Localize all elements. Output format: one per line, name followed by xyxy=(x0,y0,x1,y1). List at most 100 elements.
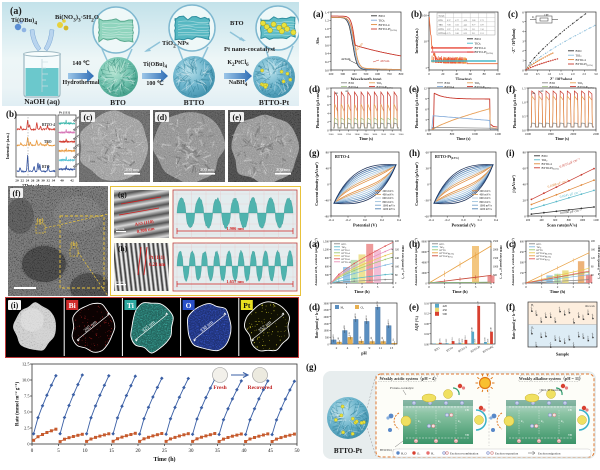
svg-text:3: 3 xyxy=(425,118,427,122)
svg-text:300: 300 xyxy=(332,334,335,338)
svg-text:Time (h): Time (h) xyxy=(550,289,566,294)
svg-text:sample: sample xyxy=(583,333,585,339)
svg-text:1.906 nm: 1.906 nm xyxy=(226,226,244,231)
svg-text:k2: k2 xyxy=(541,419,545,424)
svg-text:7.41: 7.41 xyxy=(480,29,484,31)
svg-text:j (μA/cm²): j (μA/cm²) xyxy=(511,175,516,194)
svg-text:2.71: 2.71 xyxy=(480,20,484,22)
svg-text:450: 450 xyxy=(443,308,448,312)
svg-text:4: 4 xyxy=(327,112,329,116)
svg-text:-80: -80 xyxy=(325,214,330,218)
svg-text:1200: 1200 xyxy=(593,219,599,222)
svg-text:1.5: 1.5 xyxy=(559,72,563,76)
svg-text:600: 600 xyxy=(427,132,432,136)
svg-text:9: 9 xyxy=(425,97,427,101)
svg-text:0.8: 0.8 xyxy=(325,35,329,39)
svg-text:BTTO-Pt(0.5%): BTTO-Pt(0.5%) xyxy=(440,252,455,256)
svg-text:800 mV/s: 800 mV/s xyxy=(383,201,394,204)
svg-text:BTTO-Pt(0.5%): BTTO-Pt(0.5%) xyxy=(475,86,491,90)
svg-text:Scan rate(mV/s): Scan rate(mV/s) xyxy=(547,223,578,228)
svg-text:-40: -40 xyxy=(325,198,330,202)
svg-text:TiO2: TiO2 xyxy=(475,41,482,46)
svg-text:2000: 2000 xyxy=(422,272,428,275)
svg-text:433nm: 433nm xyxy=(355,42,364,52)
svg-text:0: 0 xyxy=(27,442,29,447)
svg-text:0.0: 0.0 xyxy=(522,128,526,132)
svg-text:−: − xyxy=(516,401,518,405)
svg-text:H₂: H₂ xyxy=(531,303,534,307)
svg-text:-0.2: -0.2 xyxy=(445,218,451,222)
svg-text:35: 35 xyxy=(215,449,221,454)
svg-text:Rs: Rs xyxy=(532,16,535,20)
svg-text:BTO: BTO xyxy=(537,243,542,246)
svg-text:k3: k3 xyxy=(458,419,462,424)
svg-text:Abs: Abs xyxy=(315,37,320,44)
svg-text:1,200: 1,200 xyxy=(323,249,330,252)
svg-text:2.5: 2.5 xyxy=(24,426,29,431)
svg-text:(i): (i) xyxy=(506,148,515,158)
svg-text:Exciton migration: Exciton migration xyxy=(538,452,561,456)
svg-text:0: 0 xyxy=(328,282,330,285)
svg-text:BTTO-Pt: BTTO-Pt xyxy=(334,447,363,455)
svg-text:0: 0 xyxy=(525,285,527,289)
svg-text:sample: sample xyxy=(531,306,533,312)
svg-text:sample: sample xyxy=(550,342,552,348)
svg-text:3: 3 xyxy=(475,285,477,289)
svg-text:Exciton separation: Exciton separation xyxy=(495,452,519,456)
svg-text:TiO2: TiO2 xyxy=(537,246,542,250)
svg-text:−: − xyxy=(564,401,566,405)
svg-text:Sample: Sample xyxy=(556,352,569,357)
svg-text:10: 10 xyxy=(326,86,330,90)
svg-text:6: 6 xyxy=(522,10,524,14)
svg-text:160: 160 xyxy=(395,265,400,268)
svg-text:60: 60 xyxy=(426,150,430,154)
svg-text:0.4: 0.4 xyxy=(494,218,499,222)
svg-text:3: 3 xyxy=(377,285,379,289)
svg-text:O₂: O₂ xyxy=(417,452,420,456)
svg-text:Wavelength (nm): Wavelength (nm) xyxy=(351,77,382,82)
svg-text:Recovered: Recovered xyxy=(248,385,273,391)
svg-text:Time (h): Time (h) xyxy=(354,289,370,294)
svg-text:12.5: 12.5 xyxy=(22,362,30,367)
svg-text:(e): (e) xyxy=(233,113,242,122)
svg-text:0.0: 0.0 xyxy=(325,68,329,72)
svg-text:3200: 3200 xyxy=(390,133,396,136)
svg-text:200 mV/s: 200 mV/s xyxy=(383,190,394,193)
svg-text:Pt: Pt xyxy=(243,301,251,310)
svg-text:TiO2: TiO2 xyxy=(377,82,382,86)
svg-text:BTTO-Pt(0.5%): BTTO-Pt(0.5%) xyxy=(537,255,552,259)
svg-text:Z′ /104(ohm): Z′ /104(ohm) xyxy=(550,77,573,82)
svg-text:Pt (111): Pt (111) xyxy=(149,256,165,261)
svg-text:10: 10 xyxy=(424,39,428,43)
svg-text:BTTO-4: BTTO-4 xyxy=(576,58,587,62)
svg-text:(f): (f) xyxy=(506,302,515,312)
svg-text:2.5: 2.5 xyxy=(582,72,586,76)
svg-text:0.23 nm: 0.23 nm xyxy=(149,263,165,268)
svg-text:0.0516 μF cm⁻²: 0.0516 μF cm⁻² xyxy=(559,157,581,169)
svg-text:0.4: 0.4 xyxy=(397,218,402,222)
svg-text:Rate (μmol g⁻¹ h⁻¹): Rate (μmol g⁻¹ h⁻¹) xyxy=(512,309,516,340)
svg-text:0: 0 xyxy=(327,128,329,132)
svg-text:Time (h): Time (h) xyxy=(452,289,468,294)
svg-text:0.003: 0.003 xyxy=(446,338,448,344)
svg-text:100: 100 xyxy=(496,72,501,76)
svg-text:Bi: Bi xyxy=(69,301,76,310)
svg-text:Sample: Sample xyxy=(439,16,445,18)
svg-text:15: 15 xyxy=(109,449,115,454)
svg-text:(e): (e) xyxy=(409,302,419,312)
svg-text:8000: 8000 xyxy=(422,240,428,243)
svg-text:700: 700 xyxy=(387,72,392,76)
svg-text:48: 48 xyxy=(370,336,373,339)
svg-text:-0.4: -0.4 xyxy=(328,218,334,222)
svg-text:Time (s): Time (s) xyxy=(555,136,570,141)
svg-text:600: 600 xyxy=(325,266,330,269)
svg-text:40: 40 xyxy=(242,449,248,454)
svg-text:0.5 nm: 0.5 nm xyxy=(116,280,125,284)
svg-text:100: 100 xyxy=(422,14,427,18)
svg-text:this work: this work xyxy=(585,305,595,308)
svg-text:300: 300 xyxy=(325,274,330,277)
svg-text:sample: sample xyxy=(545,312,547,318)
svg-text:BTTO-4: BTTO-4 xyxy=(542,162,553,166)
svg-text:Time (s): Time (s) xyxy=(456,136,471,141)
svg-text:BTTO-4: BTTO-4 xyxy=(42,123,55,127)
